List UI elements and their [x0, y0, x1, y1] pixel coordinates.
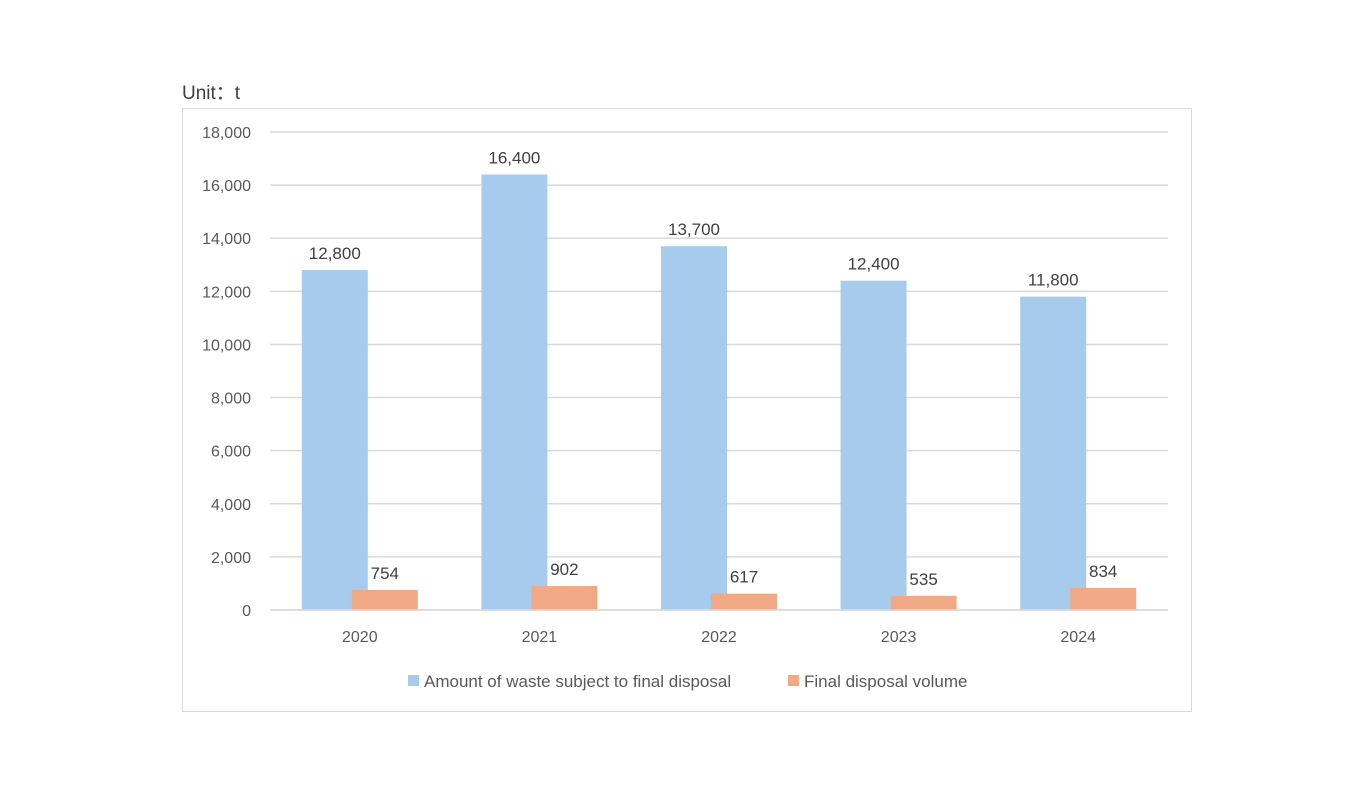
data-label: 16,400	[488, 148, 540, 167]
unit-label: Unit：t	[182, 83, 241, 104]
bar-final-disposal	[1070, 587, 1137, 610]
legend-swatch	[408, 675, 419, 686]
bar-waste-subject	[840, 280, 907, 610]
data-label: 902	[550, 560, 578, 579]
y-tick-label: 4,000	[211, 497, 251, 514]
data-label: 13,700	[668, 220, 720, 239]
legend-label: Amount of waste subject to final disposa…	[424, 672, 731, 691]
x-tick-label: 2022	[701, 629, 737, 646]
data-label: 754	[371, 564, 399, 583]
bar-final-disposal	[711, 593, 777, 610]
data-label: 535	[909, 570, 937, 589]
x-tick-label: 2024	[1060, 629, 1096, 646]
x-tick-label: 2021	[522, 629, 558, 646]
y-tick-label: 14,000	[202, 231, 251, 248]
data-label: 11,800	[1028, 271, 1079, 290]
data-label: 617	[730, 568, 758, 587]
chart-frame	[182, 108, 1192, 712]
bar-waste-subject	[301, 270, 368, 610]
bar-waste-subject	[1020, 296, 1087, 610]
data-label: 834	[1089, 562, 1117, 581]
x-tick-label: 2020	[342, 629, 378, 646]
y-tick-label: 18,000	[202, 125, 251, 142]
y-tick-label: 12,000	[202, 284, 251, 301]
data-label: 12,800	[309, 244, 361, 263]
x-tick-label: 2023	[881, 629, 917, 646]
y-tick-label: 8,000	[211, 391, 251, 408]
data-label: 12,400	[848, 255, 900, 274]
bar-final-disposal	[351, 589, 418, 610]
bar-waste-subject	[661, 246, 727, 610]
y-tick-label: 0	[242, 603, 251, 620]
bar-waste-subject	[481, 174, 548, 610]
legend-swatch	[788, 675, 799, 686]
bar-final-disposal	[531, 586, 598, 610]
y-tick-label: 6,000	[211, 444, 251, 461]
y-tick-label: 2,000	[211, 550, 251, 567]
y-tick-label: 16,000	[202, 178, 251, 195]
legend-label: Final disposal volume	[804, 672, 967, 691]
bar-final-disposal	[890, 595, 957, 610]
y-tick-label: 10,000	[202, 337, 251, 354]
